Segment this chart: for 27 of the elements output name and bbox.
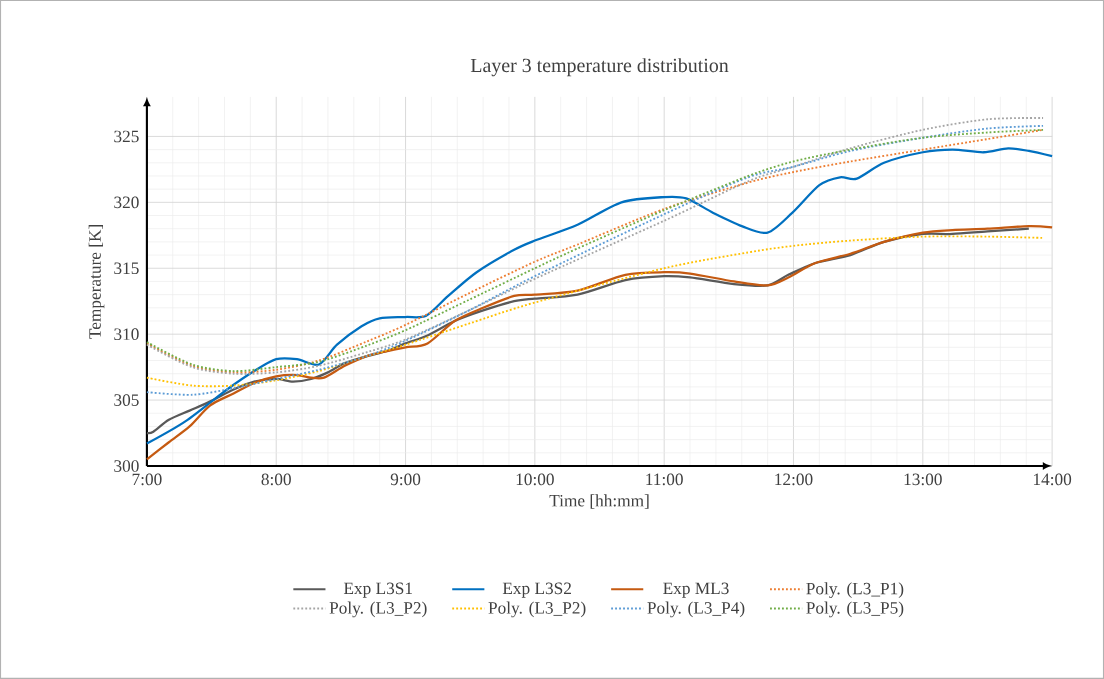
legend-label: Poly. (L3_P2) [488,601,586,618]
y-tick-label: 325 [114,130,139,143]
legend-label: Poly. (L3_P4) [647,601,745,618]
legend-label: Exp L3S1 [343,582,412,598]
y-tick-label: 315 [114,262,139,275]
x-tick-label: 11:00 [646,473,683,486]
y-tick-label: 310 [114,328,139,341]
x-tick-label: 14:00 [1033,473,1072,486]
legend-label: Poly. (L3_P2) [329,601,427,618]
y-tick-label: 320 [114,196,139,209]
y-tick-label: 300 [114,460,139,472]
x-tick-label: 13:00 [904,473,942,486]
y-tick-label: 305 [114,394,139,406]
x-tick-label: 10:00 [516,473,554,486]
legend-label: Exp L3S2 [502,582,571,598]
legend-label: Poly. (L3_P1) [806,582,904,599]
line-series [145,235,1044,388]
x-axis-title: Time [hh:mm] [549,494,649,509]
line-series [145,147,1054,445]
x-tick-label: 7:00 [132,473,162,486]
legend-label: Exp ML3 [663,582,729,598]
x-tick-label: 9:00 [390,473,421,486]
chart-title: Layer 3 temperature distribution [470,58,729,77]
y-axis-title: Temperature [K] [88,225,105,339]
x-tick-label: 12:00 [775,473,813,486]
legend-label: Poly. (L3_P5) [806,601,904,618]
x-tick-label: 8:00 [261,473,291,486]
